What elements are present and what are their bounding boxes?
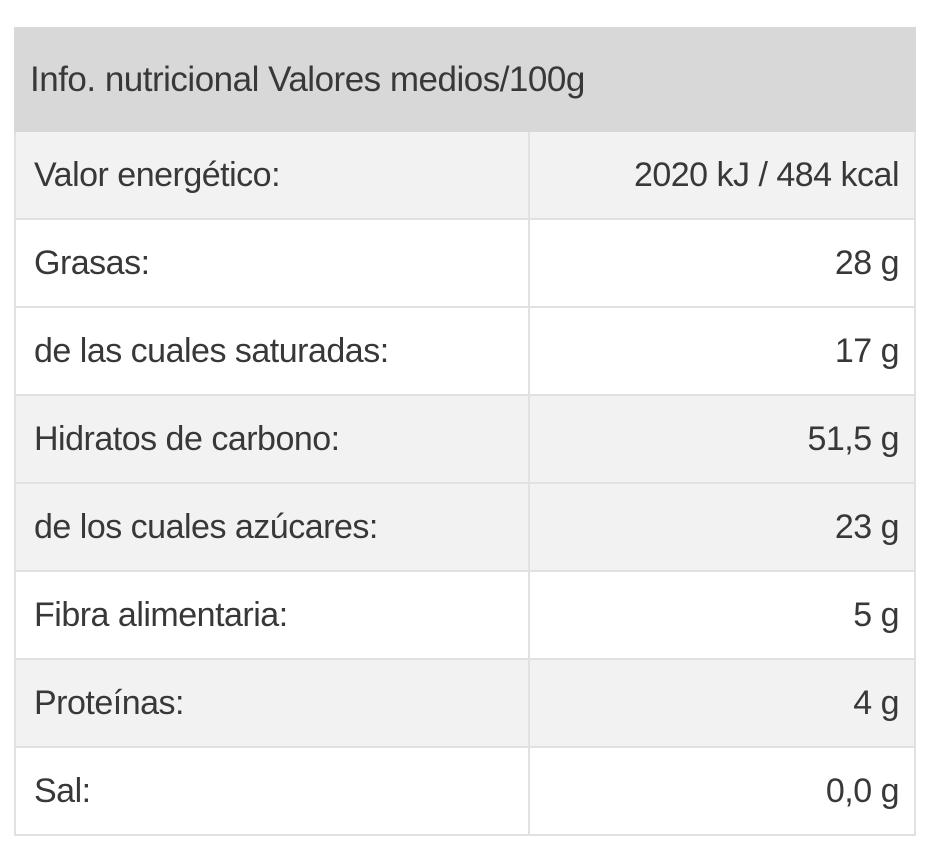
nutrient-label: Valor energético: xyxy=(16,132,530,218)
table-header: Info. nutricional Valores medios/100g xyxy=(14,27,916,132)
nutrition-table: Info. nutricional Valores medios/100g Va… xyxy=(14,27,916,836)
nutrient-row: de las cuales saturadas: 17 g xyxy=(16,306,914,394)
table-title: Info. nutricional Valores medios/100g xyxy=(30,59,585,99)
nutrient-row: Grasas: 28 g xyxy=(16,218,914,306)
nutrient-row: Fibra alimentaria: 5 g xyxy=(16,570,914,658)
nutrient-row: Valor energético: 2020 kJ / 484 kcal xyxy=(16,132,914,218)
nutrient-label: Grasas: xyxy=(16,220,530,306)
nutrient-label: Fibra alimentaria: xyxy=(16,572,530,658)
nutrient-row: Proteínas: 4 g xyxy=(16,658,914,746)
nutrient-row: Sal: 0,0 g xyxy=(16,746,914,834)
nutrient-label: Hidratos de carbono: xyxy=(16,396,530,482)
nutrient-value: 4 g xyxy=(853,683,899,722)
nutrient-value: 2020 kJ / 484 kcal xyxy=(633,155,900,194)
nutrient-label: de los cuales azúcares: xyxy=(16,484,530,570)
nutrient-value: 23 g xyxy=(834,507,900,546)
nutrient-value: 5 g xyxy=(853,595,899,634)
table-body: Valor energético: 2020 kJ / 484 kcal Grasa… xyxy=(14,132,916,836)
nutrient-value: 0,0 g xyxy=(825,771,900,810)
nutrient-value: 51,5 g xyxy=(807,419,899,458)
nutrient-label: Proteínas: xyxy=(16,660,530,746)
nutrient-label: Sal: xyxy=(16,748,530,834)
nutrient-label: de las cuales saturadas: xyxy=(16,308,530,394)
nutrient-row: Hidratos de carbono: 51,5 g xyxy=(16,394,914,482)
nutrient-value: 17 g xyxy=(834,331,900,370)
nutrient-row: de los cuales azúcares: 23 g xyxy=(16,482,914,570)
nutrient-value: 28 g xyxy=(834,243,900,282)
